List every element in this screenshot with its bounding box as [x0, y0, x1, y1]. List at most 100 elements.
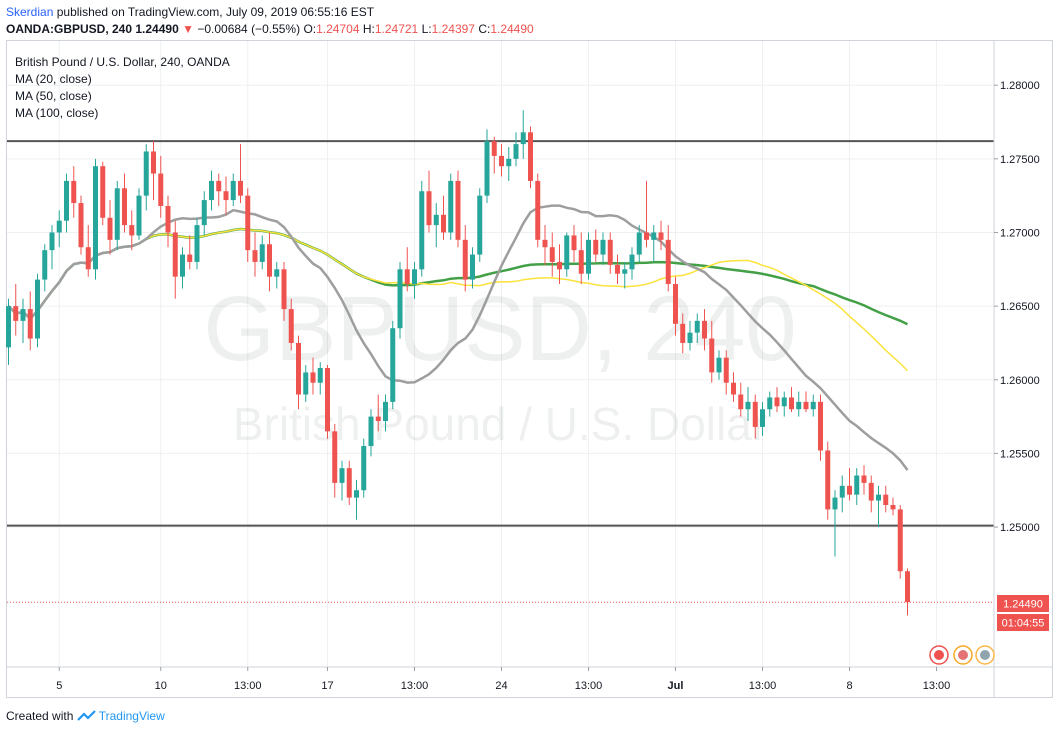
moving-averages [7, 204, 909, 471]
candle [607, 232, 613, 274]
candle-body [346, 468, 352, 498]
candle-body [441, 214, 446, 233]
candle-body [644, 232, 649, 240]
candle [810, 394, 816, 417]
candle [615, 254, 620, 285]
candle-body [180, 254, 185, 277]
candle-body [433, 214, 439, 226]
candle [680, 313, 686, 354]
candle [230, 173, 236, 206]
candle [71, 166, 77, 218]
candle-body [557, 261, 562, 270]
time-tick-label: 17 [321, 680, 333, 692]
candle-body [100, 166, 106, 218]
candle-body [578, 250, 584, 274]
countdown-text: 01:04:55 [1002, 618, 1045, 630]
candle [107, 200, 113, 255]
price-tick-label: 1.26000 [1000, 375, 1040, 387]
candle [419, 180, 425, 277]
candle-body [781, 397, 787, 407]
candle [35, 273, 40, 348]
candle-body [876, 494, 881, 501]
candle-body [238, 180, 243, 196]
candle-body [42, 250, 48, 280]
candle-body [419, 191, 425, 270]
legend-ma20[interactable]: MA (20, close) [15, 72, 92, 86]
tradingview-logo-icon [76, 710, 96, 721]
candle [694, 313, 700, 343]
candle [49, 225, 55, 270]
publish-info: Skerdian published on TradingView.com, J… [6, 5, 374, 19]
candle-body [760, 409, 765, 427]
candle-body [491, 141, 497, 156]
candle [578, 232, 584, 285]
candle [513, 132, 519, 167]
candle-body [607, 239, 613, 265]
candle-body [303, 372, 309, 395]
tradingview-brand[interactable]: TradingView [98, 709, 165, 723]
author-link[interactable]: Skerdian [6, 5, 54, 19]
time-tick-label: 13:00 [401, 680, 429, 692]
candle [426, 170, 432, 233]
candle-body [774, 397, 780, 407]
candle-body [694, 320, 700, 333]
candle [20, 298, 26, 343]
low-value: 1.24397 [431, 22, 475, 36]
close-label: C: [478, 22, 491, 36]
candle-body [702, 320, 707, 339]
candle [586, 232, 591, 280]
candle [716, 350, 722, 380]
candle-body [339, 468, 345, 483]
candle-body [216, 180, 222, 192]
candle [564, 232, 570, 277]
candle-body [462, 239, 468, 280]
candle-body [122, 188, 127, 226]
price-badge-group: 1.24490 01:04:55 [997, 595, 1049, 631]
candle [687, 320, 693, 351]
event-icons[interactable] [929, 645, 995, 665]
candle-body [629, 254, 635, 270]
candle-body [796, 401, 802, 410]
candle [332, 423, 338, 498]
legend-ma50[interactable]: MA (50, close) [15, 89, 92, 103]
candle-body [56, 220, 62, 233]
publish-text: published on TradingView.com, July 09, 2… [56, 5, 375, 19]
candle [535, 173, 541, 248]
down-arrow-icon: ▼ [182, 22, 194, 36]
candle [339, 460, 345, 501]
candle-body [448, 180, 454, 233]
ma50-line [7, 228, 909, 372]
candle [629, 247, 635, 280]
candle-body [20, 309, 26, 321]
countdown-badge [997, 614, 1049, 631]
candle [122, 173, 127, 233]
candle-body [71, 180, 77, 204]
candle [651, 225, 657, 262]
candle [390, 320, 396, 410]
candle-body [230, 180, 236, 201]
candle-body [513, 144, 519, 159]
candle [484, 129, 490, 204]
candle [310, 357, 316, 395]
candle-body [136, 195, 142, 236]
candle [883, 485, 889, 513]
candle [64, 173, 69, 233]
candle-body [151, 151, 156, 174]
candle-body [368, 416, 374, 447]
candle-body [651, 232, 657, 240]
candle-body [752, 401, 758, 427]
candle [825, 441, 831, 520]
open-value: 1.24704 [316, 22, 360, 36]
price-axis: 1.28000 1.27500 1.27000 1.26500 1.26000 1.255… [993, 41, 1040, 697]
watermark-description: British Pound / U.S. Dollar [233, 398, 767, 450]
candle-body [658, 232, 664, 240]
time-axis: 5 10 13:00 17 13:00 24 13:00 Jul 13:00 8 13:00 [7, 666, 1053, 692]
candle [796, 391, 802, 417]
candle [803, 391, 809, 413]
legend-ma100[interactable]: MA (100, close) [15, 106, 99, 120]
candle-body [325, 367, 330, 432]
candle [158, 155, 164, 218]
time-tick-label: 8 [846, 680, 852, 692]
candle-body [673, 284, 678, 324]
